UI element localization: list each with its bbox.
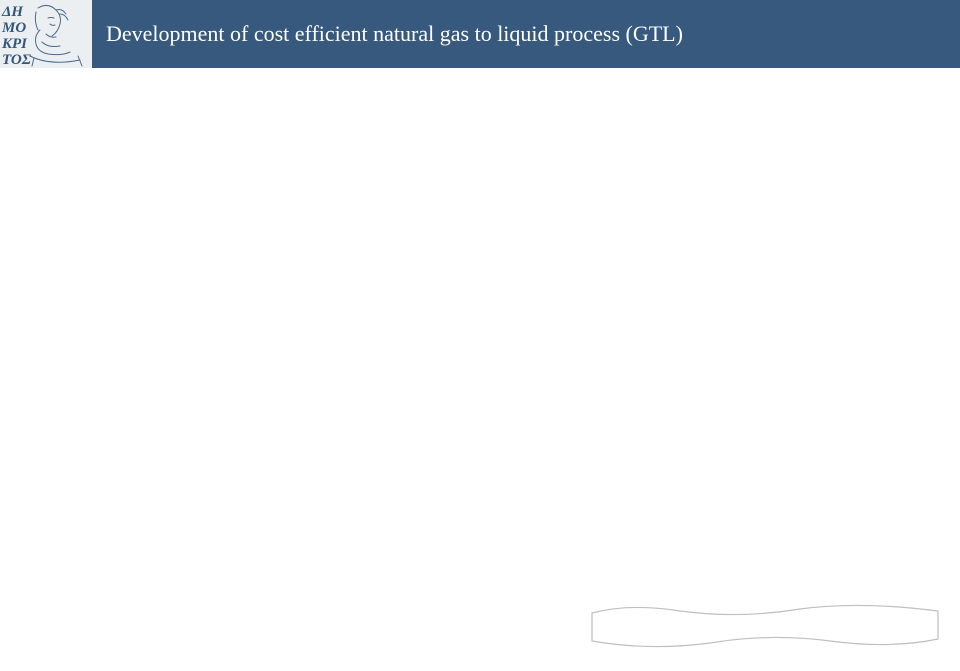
slide-title: Development of cost efficient natural ga… (106, 21, 683, 47)
bottom-banner (590, 601, 940, 651)
logo-text-2: MO (1, 20, 26, 36)
demokritos-logo-svg: ΔH MO KPI TOΣ (0, 0, 92, 68)
logo-text-3: KPI (1, 36, 28, 52)
logo-text-4: TOΣ (2, 52, 32, 68)
header-bar: ΔH MO KPI TOΣ Development of cost effici… (0, 0, 960, 68)
logo: ΔH MO KPI TOΣ (0, 0, 92, 68)
logo-text-1: ΔH (1, 4, 24, 20)
